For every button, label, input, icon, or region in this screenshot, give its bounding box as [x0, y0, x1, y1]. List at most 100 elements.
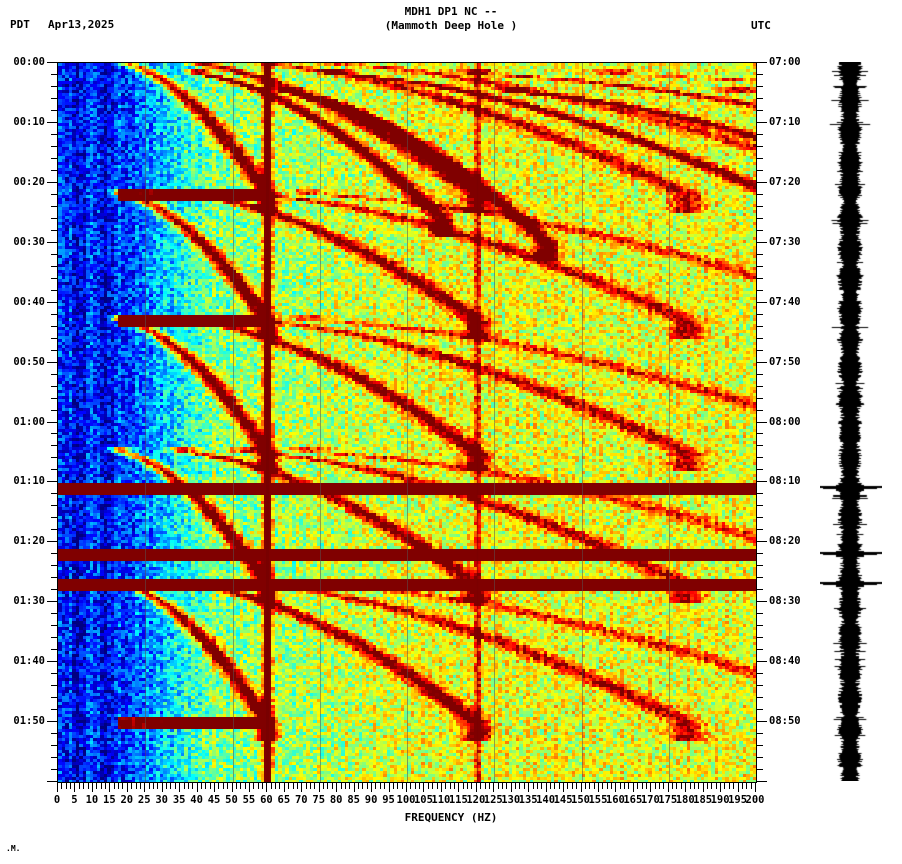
freq-axis-major-tick — [197, 783, 198, 792]
freq-axis-major-tick — [232, 783, 233, 792]
freq-axis-minor-tick — [327, 783, 328, 789]
right-axis-minor-tick — [757, 278, 763, 279]
freq-axis-tick-label: 150 — [571, 794, 590, 806]
seismogram-waveform[interactable] — [820, 62, 882, 781]
freq-axis-major-tick — [720, 783, 721, 792]
freq-axis-minor-tick — [659, 783, 660, 789]
right-axis-minor-tick — [757, 433, 763, 434]
freq-axis-minor-tick — [676, 783, 677, 789]
freq-axis-tick-label: 60 — [260, 794, 273, 806]
right-axis-minor-tick — [757, 493, 763, 494]
freq-axis-minor-tick — [402, 783, 403, 789]
left-axis-major-tick — [47, 122, 57, 123]
right-axis-minor-tick — [757, 194, 763, 195]
freq-axis-minor-tick — [515, 783, 516, 789]
freq-axis-minor-tick — [188, 783, 189, 789]
freq-axis-minor-tick — [79, 783, 80, 789]
freq-axis-tick-label: 0 — [53, 794, 61, 806]
right-axis-major-tick — [757, 302, 767, 303]
seismogram-trace-panel[interactable] — [820, 62, 882, 781]
right-axis-minor-tick — [757, 266, 763, 267]
freq-axis-minor-tick — [105, 783, 106, 789]
left-axis-minor-tick — [51, 338, 57, 339]
freq-axis-tick-label: 50 — [225, 794, 238, 806]
left-axis-minor-tick — [51, 266, 57, 267]
freq-axis-minor-tick — [157, 783, 158, 789]
right-axis-minor-tick — [757, 505, 763, 506]
left-axis-minor-tick — [51, 314, 57, 315]
freq-axis-minor-tick — [184, 783, 185, 789]
left-axis-minor-tick — [51, 649, 57, 650]
freq-axis-minor-tick — [437, 783, 438, 789]
left-axis-major-tick — [47, 362, 57, 363]
freq-axis-minor-tick — [594, 783, 595, 789]
right-axis-minor-tick — [757, 517, 763, 518]
left-axis-tick-label: 00:30 — [13, 236, 45, 248]
freq-axis-major-tick — [144, 783, 145, 792]
freq-axis-major-tick — [301, 783, 302, 792]
left-axis-major-tick — [47, 661, 57, 662]
freq-axis-minor-tick — [485, 783, 486, 789]
freq-axis-minor-tick — [236, 783, 237, 789]
freq-axis-minor-tick — [205, 783, 206, 789]
station-subtitle: (Mammoth Deep Hole ) — [384, 19, 518, 32]
freq-axis-minor-tick — [210, 783, 211, 789]
spectrogram-plot-area[interactable] — [57, 62, 757, 783]
freq-axis-minor-tick — [445, 783, 446, 789]
right-axis-tick-label: 07:20 — [769, 176, 801, 188]
right-axis-minor-tick — [757, 326, 763, 327]
freq-axis-major-tick — [650, 783, 651, 792]
freq-axis-tick-label: 110 — [431, 794, 451, 806]
right-axis-minor-tick — [757, 529, 763, 530]
freq-axis-tick-label: 145 — [553, 794, 573, 806]
right-axis-minor-tick — [757, 110, 763, 111]
freq-axis-minor-tick — [498, 783, 499, 789]
freq-axis-major-tick — [738, 783, 739, 792]
freq-axis-minor-tick — [506, 783, 507, 789]
freq-axis-tick-label: 70 — [294, 794, 308, 806]
freq-axis-minor-tick — [288, 783, 289, 789]
left-axis-minor-tick — [51, 697, 57, 698]
freq-axis-minor-tick — [681, 783, 682, 789]
freq-axis-minor-tick — [397, 783, 398, 789]
freq-axis-tick-label: 85 — [347, 794, 360, 806]
right-axis-minor-tick — [757, 98, 763, 99]
left-axis-minor-tick — [51, 553, 57, 554]
left-axis-major-tick — [47, 541, 57, 542]
freq-axis-minor-tick — [66, 783, 67, 789]
freq-axis-minor-tick — [223, 783, 224, 789]
right-axis-minor-tick — [757, 553, 763, 554]
freq-axis-tick-label: 140 — [536, 794, 556, 806]
freq-axis-minor-tick — [489, 783, 490, 789]
right-axis-minor-tick — [757, 350, 763, 351]
freq-axis-minor-tick — [537, 783, 538, 789]
right-axis-minor-tick — [757, 230, 763, 231]
freq-axis-minor-tick — [175, 783, 176, 789]
freq-axis-minor-tick — [572, 783, 573, 789]
spectrogram-image[interactable] — [58, 63, 756, 782]
left-axis-minor-tick — [51, 673, 57, 674]
left-axis-minor-tick — [51, 86, 57, 87]
freq-axis-major-tick — [528, 783, 529, 792]
freq-axis-minor-tick — [140, 783, 141, 789]
left-axis-minor-tick — [51, 757, 57, 758]
left-axis-minor-tick — [51, 637, 57, 638]
right-axis-tick-label: 08:30 — [769, 595, 801, 607]
freq-axis-minor-tick — [258, 783, 259, 789]
right-axis-minor-tick — [757, 374, 763, 375]
freq-axis-minor-tick — [345, 783, 346, 789]
freq-axis-tick-label: 65 — [277, 794, 291, 806]
freq-axis-major-tick — [266, 783, 267, 792]
freq-axis-major-tick — [354, 783, 355, 792]
freq-axis-minor-tick — [118, 783, 119, 789]
freq-axis-minor-tick — [663, 783, 664, 789]
right-axis-minor-tick — [757, 386, 763, 387]
freq-axis-major-tick — [319, 783, 320, 792]
left-axis-minor-tick — [51, 170, 57, 171]
freq-axis-minor-tick — [533, 783, 534, 789]
freq-axis-minor-tick — [410, 783, 411, 789]
left-axis-major-tick — [47, 182, 57, 183]
freq-axis-minor-tick — [642, 783, 643, 789]
left-axis-minor-tick — [51, 254, 57, 255]
freq-axis-minor-tick — [607, 783, 608, 789]
